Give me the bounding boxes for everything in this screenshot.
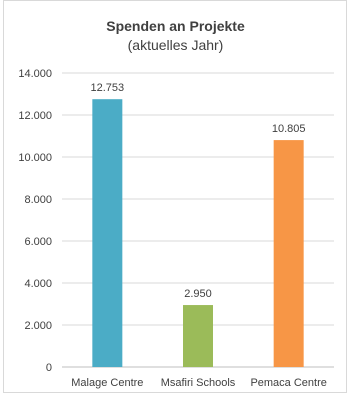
y-tick-label: 14.000 (18, 68, 52, 80)
data-label: 12.753 (91, 82, 125, 94)
x-axis-labels: Malage Centre Msafiri Schools Pemaca Centr… (71, 377, 327, 389)
x-tick-label: Msafiri Schools (161, 377, 236, 389)
y-tick-label: 4.000 (24, 278, 52, 290)
bar-msafiri-schools (183, 305, 213, 367)
y-tick-label: 0 (46, 362, 52, 374)
y-axis-labels: 0 2.000 4.000 6.000 8.000 10.000 12.000 14.000 (18, 68, 52, 374)
y-tick-label: 8.000 (24, 194, 52, 206)
data-label: 10.805 (272, 123, 306, 135)
data-labels: 12.753 2.950 10.805 (91, 82, 306, 300)
x-tick-label: Malage Centre (71, 377, 143, 389)
bar-malage-centre (92, 99, 123, 367)
data-label: 2.950 (184, 288, 212, 300)
bar-pemaca-centre (273, 140, 304, 367)
y-tick-label: 10.000 (18, 152, 52, 164)
y-tick-label: 2.000 (24, 320, 52, 332)
chart-subtitle: (aktuelles Jahr) (127, 37, 224, 53)
y-tick-label: 12.000 (18, 110, 52, 122)
y-tick-label: 6.000 (24, 236, 52, 248)
bars (92, 99, 304, 367)
x-tick-label: Pemaca Centre (250, 377, 326, 389)
chart-title: Spenden an Projekte (106, 18, 245, 34)
